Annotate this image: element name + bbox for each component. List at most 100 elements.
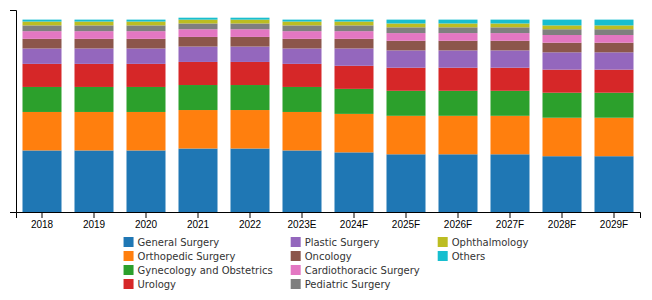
bar-segment bbox=[231, 23, 270, 29]
bar-segment bbox=[283, 31, 322, 39]
x-tick-label: 2021 bbox=[187, 219, 210, 230]
x-tick: 2027F bbox=[496, 212, 524, 230]
bar-segment bbox=[543, 156, 582, 212]
bar-segment bbox=[283, 112, 322, 150]
legend-label: Ophthalmology bbox=[452, 237, 529, 248]
bar-segment bbox=[23, 87, 62, 112]
x-tick: 2020 bbox=[135, 212, 158, 230]
bar-segment bbox=[127, 87, 166, 112]
bar-segment bbox=[439, 20, 478, 24]
x-tick-label: 2018 bbox=[31, 219, 54, 230]
legend-item: Urology bbox=[124, 279, 177, 290]
bar-segment bbox=[439, 116, 478, 154]
bar-segment bbox=[595, 156, 634, 212]
bar-segment bbox=[75, 39, 114, 49]
legend-label: Pediatric Surgery bbox=[305, 279, 391, 290]
legend-swatch bbox=[124, 251, 134, 261]
legend-swatch bbox=[438, 251, 448, 261]
x-tick: 2022 bbox=[239, 212, 262, 230]
bar-series bbox=[23, 62, 634, 93]
x-tick: 2019 bbox=[83, 212, 106, 230]
bar-segment bbox=[231, 85, 270, 110]
x-tick: 2029F bbox=[600, 212, 628, 230]
bar-segment bbox=[23, 39, 62, 49]
bar-segment bbox=[23, 22, 62, 26]
bar-segment bbox=[23, 25, 62, 31]
bar-segment bbox=[595, 25, 634, 29]
x-tick-mark bbox=[94, 212, 95, 218]
bar-segment bbox=[127, 39, 166, 49]
bar-segment bbox=[543, 43, 582, 53]
bar-segment bbox=[439, 23, 478, 27]
bar-segment bbox=[127, 25, 166, 31]
x-tick-label: 2022 bbox=[239, 219, 262, 230]
bar-segment bbox=[231, 20, 270, 24]
bar-segment bbox=[387, 33, 426, 41]
bar-series bbox=[23, 149, 634, 212]
x-tick: 2018 bbox=[31, 212, 54, 230]
legend-swatch bbox=[124, 237, 134, 247]
bar-segment bbox=[543, 35, 582, 43]
bar-segment bbox=[595, 29, 634, 35]
bar-segment bbox=[127, 150, 166, 212]
bar-segment bbox=[491, 116, 530, 154]
bar-segment bbox=[283, 150, 322, 212]
bar-series bbox=[23, 23, 634, 35]
legend-swatch bbox=[124, 265, 134, 275]
bar-segment bbox=[491, 50, 530, 67]
x-tick-label: 2020 bbox=[135, 219, 158, 230]
bar-segment bbox=[127, 22, 166, 26]
bar-segment bbox=[543, 70, 582, 93]
bar-segment bbox=[335, 66, 374, 89]
legend-item: Gynecology and Obstetrics bbox=[124, 265, 273, 276]
bar-segment bbox=[543, 118, 582, 156]
legend-label: Others bbox=[452, 251, 486, 262]
legend-item: Cardiothoracic Surgery bbox=[291, 265, 420, 276]
bar-segment bbox=[23, 64, 62, 87]
bar-segment bbox=[283, 25, 322, 31]
x-tick-label: 2029F bbox=[600, 219, 628, 230]
bar-segment bbox=[23, 112, 62, 150]
bar-segment bbox=[595, 118, 634, 156]
legend-label: Cardiothoracic Surgery bbox=[305, 265, 420, 276]
bar-segment bbox=[179, 110, 218, 148]
bar-segment bbox=[283, 39, 322, 49]
bar-segment bbox=[335, 22, 374, 26]
legend-item: Pediatric Surgery bbox=[291, 279, 391, 290]
bar-segment bbox=[179, 47, 218, 62]
bar-segment bbox=[335, 31, 374, 39]
bar-segment bbox=[127, 31, 166, 39]
bar-segment bbox=[179, 85, 218, 110]
bar-segment bbox=[387, 91, 426, 116]
bar-segment bbox=[283, 64, 322, 87]
x-tick: 2025F bbox=[392, 212, 420, 230]
bar-segment bbox=[491, 41, 530, 51]
bar-segment bbox=[75, 20, 114, 22]
bar-segment bbox=[335, 48, 374, 65]
bar-segment bbox=[543, 93, 582, 118]
legend-swatch bbox=[291, 265, 301, 275]
bar-segment bbox=[595, 20, 634, 26]
bar-segment bbox=[127, 20, 166, 22]
legend-item: Others bbox=[438, 251, 486, 262]
bar-segment bbox=[75, 25, 114, 31]
bar-segment bbox=[439, 33, 478, 41]
bar-segment bbox=[23, 150, 62, 212]
bar-segment bbox=[127, 48, 166, 63]
x-tick-label: 2025F bbox=[392, 219, 420, 230]
x-tick-mark bbox=[458, 212, 459, 218]
legend-label: Gynecology and Obstetrics bbox=[138, 265, 273, 276]
bar-segment bbox=[491, 91, 530, 116]
bar-segment bbox=[231, 62, 270, 85]
legend: General SurgeryOrthopedic SurgeryGynecol… bbox=[124, 237, 529, 290]
legend-label: Urology bbox=[138, 279, 177, 290]
bar-segment bbox=[75, 150, 114, 212]
bar-segment bbox=[387, 27, 426, 33]
bar-segment bbox=[75, 87, 114, 112]
bar-segment bbox=[335, 114, 374, 152]
x-tick: 2028F bbox=[548, 212, 576, 230]
bar-segment bbox=[231, 18, 270, 20]
bar-series bbox=[23, 29, 634, 42]
x-tick-mark bbox=[198, 212, 199, 218]
x-tick: 2023E bbox=[288, 212, 317, 230]
